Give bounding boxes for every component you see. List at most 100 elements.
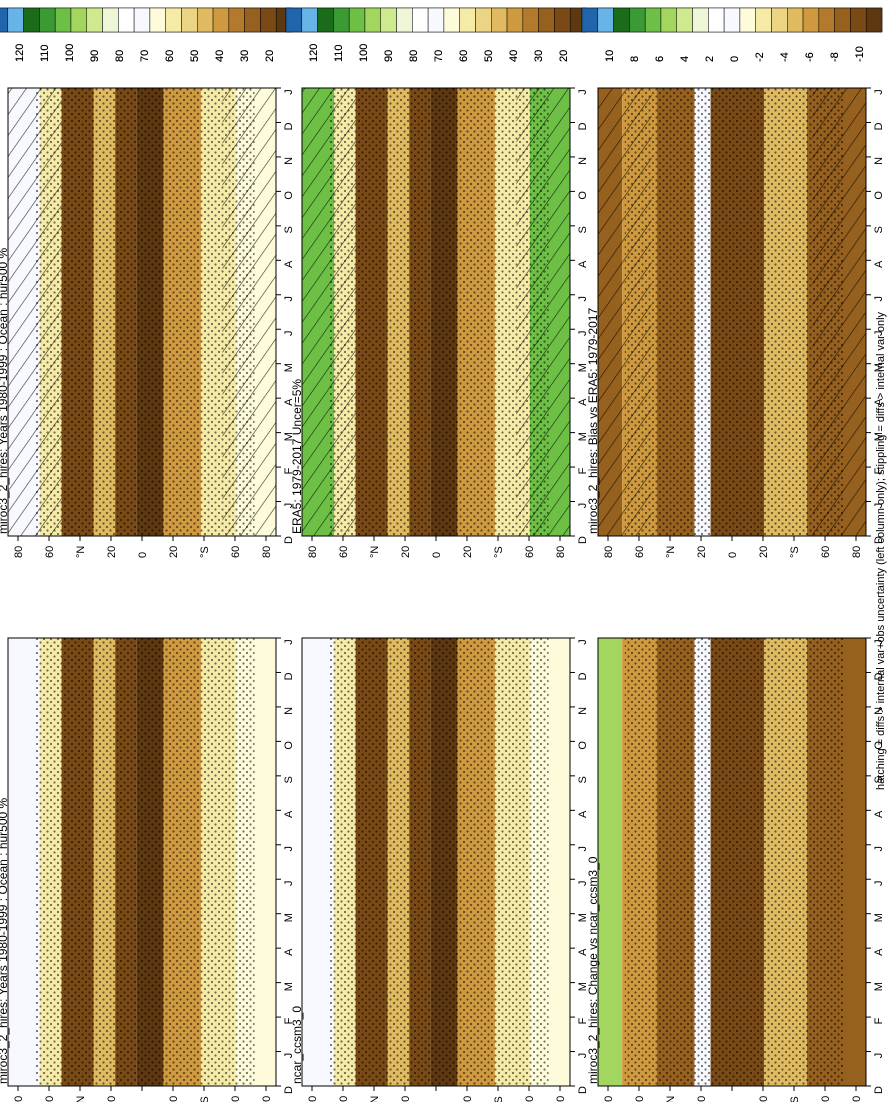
month-tick-label: S bbox=[873, 776, 885, 783]
colorbar-swatch bbox=[581, 7, 599, 33]
colorbar-tick-label: 90 bbox=[89, 50, 101, 62]
colorbar-swatch bbox=[412, 7, 429, 33]
stippling bbox=[624, 638, 845, 1086]
month-tick-label: M bbox=[283, 363, 295, 372]
month-tick-label: F bbox=[283, 467, 295, 474]
month-tick-label: S bbox=[577, 226, 589, 233]
colorbar-swatch bbox=[102, 7, 119, 33]
colorbar-tick-label: -2 bbox=[754, 52, 766, 62]
hatching-north bbox=[598, 88, 652, 536]
month-tick-label: J bbox=[283, 296, 295, 302]
lat-tick-label: °N bbox=[665, 546, 677, 558]
colorbar-swatch bbox=[118, 7, 135, 33]
colorbar-tick-label: -2 bbox=[754, 52, 766, 62]
lat-tick-label: 20 bbox=[168, 546, 180, 558]
lat-tick-label: 20 bbox=[462, 1096, 474, 1102]
month-tick-label: M bbox=[577, 432, 589, 441]
colorbar-tick-label: -10 bbox=[854, 46, 866, 62]
stippling bbox=[34, 88, 255, 536]
month-tick-label: A bbox=[283, 810, 295, 818]
month-tick-label: S bbox=[283, 226, 295, 233]
month-tick-label: M bbox=[873, 913, 885, 922]
lat-tick-label: °S bbox=[493, 546, 505, 558]
month-tick-label: J bbox=[577, 846, 589, 852]
colorbar-swatch bbox=[834, 7, 851, 33]
colorbar-tick-label: 100 bbox=[64, 44, 76, 62]
lat-tick-label: 20 bbox=[758, 1096, 770, 1102]
colorbar-tick-label: 70 bbox=[433, 50, 445, 62]
colorbar-tick-label: 120 bbox=[14, 44, 26, 62]
colorbar-tick-label: 110 bbox=[39, 44, 51, 62]
panel-p4: ncar_ccsm3_0 80 60 °N 20 0 20 °S 60 80 D J F M A M J J A S O… bbox=[285, 7, 589, 1102]
colorbar-swatch bbox=[708, 7, 725, 33]
month-tick-label: A bbox=[283, 398, 295, 406]
colorbar-tick-label: 8 bbox=[629, 56, 641, 62]
colorbar-swatch bbox=[629, 7, 646, 33]
month-tick-label: S bbox=[283, 776, 295, 783]
colorbar-tick-label: 4 bbox=[679, 56, 691, 62]
colorbar-tick-label: 120 bbox=[308, 44, 320, 62]
lat-tick-label: °N bbox=[369, 1096, 381, 1102]
colorbar-tick-label: 50 bbox=[189, 50, 201, 62]
panels-layer: miroc3_2_hires: Years 1980-1999 : Ocean … bbox=[0, 7, 885, 1102]
figure-footnote: hatching = diffs > internal var+obs unce… bbox=[875, 311, 887, 790]
colorbar-swatch bbox=[787, 7, 804, 33]
month-tick-label: M bbox=[873, 982, 885, 991]
lat-tick-label: °S bbox=[789, 546, 801, 558]
colorbar-swatch bbox=[475, 7, 492, 33]
colorbar-tick-label: -6 bbox=[804, 52, 816, 62]
month-tick-label: J bbox=[577, 89, 589, 95]
month-tick-label: F bbox=[873, 467, 885, 474]
month-tick-label: J bbox=[577, 1053, 589, 1059]
colorbar-swatch bbox=[443, 7, 460, 33]
stippling bbox=[624, 88, 845, 536]
month-tick-label: A bbox=[577, 948, 589, 956]
month-tick-label: A bbox=[873, 810, 885, 818]
lat-tick-label: 80 bbox=[603, 546, 615, 558]
lat-tick-label: 20 bbox=[168, 1096, 180, 1102]
colorbar-tick-label: 60 bbox=[458, 50, 470, 62]
colorbar-swatch bbox=[181, 7, 198, 33]
colorbar-tick-label: 60 bbox=[164, 50, 176, 62]
colorbar-tick-label: 30 bbox=[533, 50, 545, 62]
hatching-south bbox=[516, 88, 570, 536]
panel-title: ncar_ccsm3_0 bbox=[290, 1006, 304, 1084]
month-tick-label: A bbox=[577, 810, 589, 818]
month-tick-label: A bbox=[873, 260, 885, 268]
colorbar-swatch bbox=[554, 7, 571, 33]
month-tick-label: D bbox=[283, 122, 295, 130]
colorbar-tick-label: -6 bbox=[804, 52, 816, 62]
colorbar-swatch bbox=[212, 7, 230, 33]
colorbar-tick-label: 80 bbox=[408, 50, 420, 62]
colorbar-swatch bbox=[0, 7, 9, 33]
month-tick-label: J bbox=[577, 880, 589, 886]
month-tick-label: F bbox=[873, 1017, 885, 1024]
month-tick-label: M bbox=[873, 432, 885, 441]
lat-tick-label: 80 bbox=[261, 1096, 273, 1102]
colorbar-tick-label: 60 bbox=[164, 50, 176, 62]
month-tick-label: O bbox=[283, 741, 295, 750]
colorbar-swatch bbox=[692, 7, 709, 33]
month-tick-label: O bbox=[873, 741, 885, 750]
colorbar-tick-label: 80 bbox=[114, 50, 126, 62]
colorbar-tick-label: 0 bbox=[729, 56, 741, 62]
month-tick-label: N bbox=[873, 707, 885, 715]
panel-p6: miroc3_2_hires: Change vs ncar_ccsm3_080… bbox=[581, 7, 885, 1102]
panel-title: miroc3_2_hires: Years 1980-1999 : Ocean … bbox=[0, 797, 10, 1084]
colorbar-tick-label: 2 bbox=[704, 56, 716, 62]
colorbar-tick-label: 50 bbox=[189, 50, 201, 62]
lat-tick-label: 0 bbox=[137, 552, 149, 558]
month-tick-label: J bbox=[873, 330, 885, 336]
colorbar-tick-label: 70 bbox=[139, 50, 151, 62]
lat-tick-label: °S bbox=[789, 1096, 801, 1102]
colorbar-swatch bbox=[165, 7, 182, 33]
colorbar-swatch bbox=[427, 7, 445, 33]
month-tick-label: J bbox=[577, 296, 589, 302]
colorbar-tick-label: 30 bbox=[533, 50, 545, 62]
colorbar-tick-label: 2 bbox=[704, 56, 716, 62]
lat-tick-label: 60 bbox=[230, 1096, 242, 1102]
colorbar-tick-label: 70 bbox=[139, 50, 151, 62]
lat-tick-label: 60 bbox=[338, 1096, 350, 1102]
colorbar-swatch bbox=[301, 7, 318, 33]
colorbar-swatch bbox=[865, 7, 883, 33]
